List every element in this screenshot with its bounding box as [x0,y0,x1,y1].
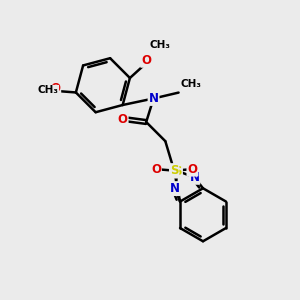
Text: O: O [50,82,60,94]
Text: S: S [173,164,182,178]
Text: N: N [170,182,180,195]
Text: S: S [170,164,178,177]
Text: N: N [189,171,200,184]
Text: N: N [148,92,159,105]
Text: CH₃: CH₃ [180,79,201,89]
Text: CH₃: CH₃ [38,85,58,95]
Text: O: O [151,163,161,176]
Text: O: O [188,163,197,176]
Text: O: O [118,112,128,126]
Text: CH₃: CH₃ [149,40,170,50]
Text: O: O [141,54,151,67]
